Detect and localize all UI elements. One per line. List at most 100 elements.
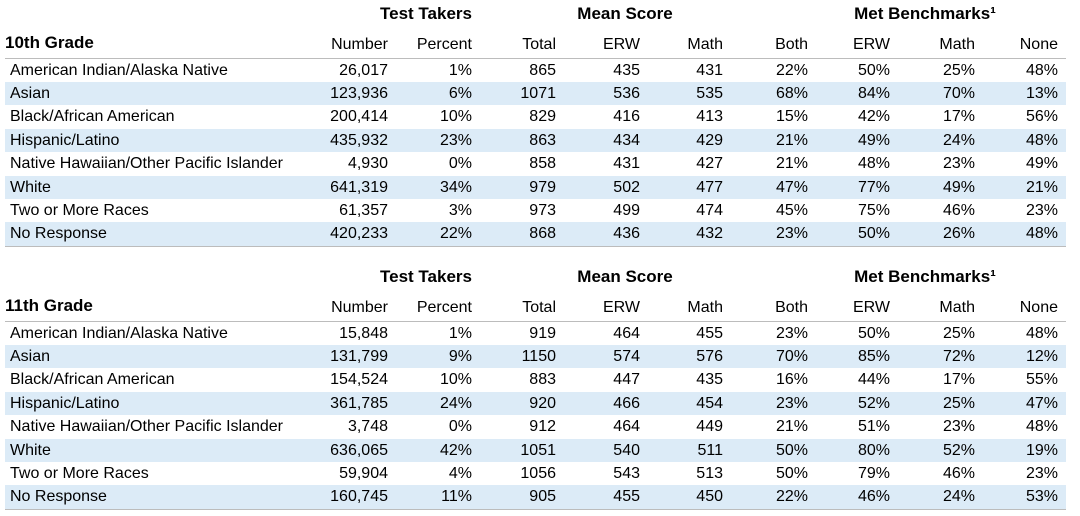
group-header: Test Takers xyxy=(380,4,472,23)
cell-value: 449 xyxy=(696,418,723,436)
cell-value: 46% xyxy=(857,488,890,506)
cell-value: 48% xyxy=(1025,225,1058,243)
column-header: Percent xyxy=(416,36,472,53)
cell-value: 540 xyxy=(613,441,640,459)
cell-value: 905 xyxy=(529,488,556,506)
cell-value: 23% xyxy=(1025,464,1058,482)
cell-value: 912 xyxy=(529,418,556,436)
cell-value: 75% xyxy=(857,201,890,219)
cell-value: 48% xyxy=(1025,324,1058,342)
column-header: Math xyxy=(687,36,723,53)
cell-value: 47% xyxy=(775,178,808,196)
cell-value: 0% xyxy=(448,418,472,436)
column-header: Number xyxy=(331,299,388,316)
cell-value: 50% xyxy=(857,225,890,243)
cell-value: 45% xyxy=(775,201,808,219)
row-label: Asian xyxy=(10,347,51,365)
cell-value: 59,904 xyxy=(339,464,388,482)
bottom-rule xyxy=(5,508,1066,510)
cell-value: 16% xyxy=(775,371,808,389)
row-label: Native Hawaiian/Other Pacific Islander xyxy=(10,155,284,173)
cell-value: 3% xyxy=(448,201,472,219)
row-band xyxy=(5,391,1066,416)
cell-value: 50% xyxy=(775,464,808,482)
cell-value: 883 xyxy=(529,371,556,389)
cell-value: 23% xyxy=(775,324,808,342)
cell-value: 26% xyxy=(942,225,975,243)
cell-value: 55% xyxy=(1025,371,1058,389)
cell-value: 154,524 xyxy=(330,371,388,389)
cell-value: 131,799 xyxy=(330,347,388,365)
cell-value: 24% xyxy=(942,488,975,506)
cell-value: 361,785 xyxy=(330,394,388,412)
cell-value: 25% xyxy=(942,324,975,342)
cell-value: 49% xyxy=(942,178,975,196)
cell-value: 973 xyxy=(529,201,556,219)
cell-value: 80% xyxy=(857,441,890,459)
cell-value: 427 xyxy=(696,155,723,173)
cell-value: 47% xyxy=(1025,394,1058,412)
cell-value: 413 xyxy=(696,108,723,126)
column-header: Total xyxy=(522,36,556,53)
cell-value: 865 xyxy=(529,61,556,79)
cell-value: 466 xyxy=(613,394,640,412)
column-header: Number xyxy=(331,36,388,53)
cell-value: 455 xyxy=(696,324,723,342)
cell-value: 46% xyxy=(942,464,975,482)
cell-value: 19% xyxy=(1025,441,1058,459)
cell-value: 511 xyxy=(697,441,723,459)
row-label: Hispanic/Latino xyxy=(10,394,120,412)
cell-value: 641,319 xyxy=(330,178,388,196)
column-header: Both xyxy=(775,299,808,316)
cell-value: 48% xyxy=(1025,61,1058,79)
cell-value: 455 xyxy=(613,488,640,506)
cell-value: 42% xyxy=(857,108,890,126)
cell-value: 431 xyxy=(696,61,723,79)
cell-value: 72% xyxy=(942,347,975,365)
grade-title: 11th Grade xyxy=(5,296,93,315)
cell-value: 477 xyxy=(696,178,723,196)
cell-value: 435 xyxy=(613,61,640,79)
cell-value: 26,017 xyxy=(339,61,388,79)
row-label: Black/African American xyxy=(10,108,175,126)
cell-value: 15,848 xyxy=(339,324,388,342)
cell-value: 70% xyxy=(775,347,808,365)
row-label: White xyxy=(10,178,51,196)
cell-value: 77% xyxy=(857,178,890,196)
cell-value: 450 xyxy=(696,488,723,506)
row-label: American Indian/Alaska Native xyxy=(10,61,228,79)
row-band xyxy=(5,344,1066,369)
group-header: Mean Score xyxy=(577,4,673,23)
group-header: Met Benchmarks¹ xyxy=(854,267,996,286)
row-label: Black/African American xyxy=(10,371,175,389)
cell-value: 464 xyxy=(613,418,640,436)
cell-value: 1056 xyxy=(520,464,556,482)
cell-value: 636,065 xyxy=(330,441,388,459)
row-label: Hispanic/Latino xyxy=(10,131,120,149)
cell-value: 4% xyxy=(448,464,472,482)
cell-value: 46% xyxy=(942,201,975,219)
group-header: Met Benchmarks¹ xyxy=(854,4,996,23)
cell-value: 434 xyxy=(613,131,640,149)
cell-value: 50% xyxy=(775,441,808,459)
cell-value: 160,745 xyxy=(330,488,388,506)
group-header: Mean Score xyxy=(577,267,673,286)
bottom-rule xyxy=(5,245,1066,247)
cell-value: 1% xyxy=(448,324,472,342)
cell-value: 499 xyxy=(613,201,640,219)
cell-value: 50% xyxy=(857,324,890,342)
cell-value: 10% xyxy=(439,371,472,389)
cell-value: 858 xyxy=(529,155,556,173)
cell-value: 21% xyxy=(775,418,808,436)
row-band xyxy=(5,485,1066,509)
cell-value: 48% xyxy=(1025,131,1058,149)
column-header: ERW xyxy=(852,36,890,53)
cell-value: 24% xyxy=(439,394,472,412)
cell-value: 48% xyxy=(1025,418,1058,436)
row-band xyxy=(5,438,1066,462)
group-header: Test Takers xyxy=(380,267,472,286)
cell-value: 6% xyxy=(448,84,472,102)
cell-value: 13% xyxy=(1025,84,1058,102)
column-header: None xyxy=(1019,299,1058,316)
cell-value: 574 xyxy=(613,347,640,365)
